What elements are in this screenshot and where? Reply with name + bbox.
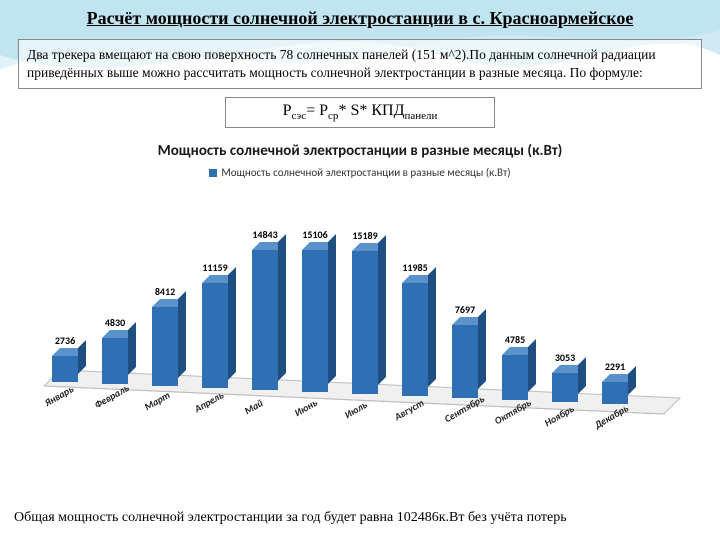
chart-title: Мощность солнечной электростанции в разн… <box>18 142 702 160</box>
bars-layer: 2736Январь4830Февраль8412Март11159Апрель… <box>30 187 690 427</box>
bar-value-label: 8412 <box>140 285 190 298</box>
category-label: Август <box>392 396 426 423</box>
category-label: Январь <box>42 382 76 409</box>
category-label: Май <box>242 396 265 417</box>
chart-bar: 4785 <box>502 355 528 400</box>
bar-value-label: 15189 <box>340 229 390 242</box>
bar-value-label: 11159 <box>190 261 240 274</box>
bar-value-label: 2736 <box>40 334 90 347</box>
bar-value-label: 3053 <box>540 351 590 364</box>
category-label: Апрель <box>192 388 226 415</box>
category-label: Февраль <box>92 381 131 411</box>
legend-label: Мощность солнечной электростанции в разн… <box>221 166 510 179</box>
chart-plot-area: 2736Январь4830Февраль8412Март11159Апрель… <box>30 187 690 427</box>
legend-swatch <box>209 169 217 177</box>
chart-bar: 7697 <box>452 325 478 397</box>
bar-value-label: 2291 <box>590 360 640 373</box>
formula-box: Pсэс= Pср* S* КПДпанели <box>225 97 495 127</box>
chart-bar: 11159 <box>202 283 228 388</box>
chart-bar: 4830 <box>102 338 128 383</box>
category-label: Октябрь <box>492 396 533 427</box>
category-label: Ноябрь <box>542 402 576 429</box>
chart-bar: 2736 <box>52 356 78 382</box>
page-title: Расчёт мощности солнечной электростанции… <box>18 8 702 29</box>
bar-value-label: 4830 <box>90 316 140 329</box>
chart-container: Мощность солнечной электростанции в разн… <box>18 142 702 452</box>
chart-bar: 15189 <box>352 251 378 393</box>
formula-text: Pсэс= Pср* S* КПДпанели <box>283 102 438 119</box>
chart-bar: 3053 <box>552 373 578 402</box>
bar-value-label: 11985 <box>390 261 440 274</box>
bar-value-label: 14843 <box>240 228 290 241</box>
chart-bar: 15106 <box>302 250 328 392</box>
chart-bar: 14843 <box>252 250 278 389</box>
intro-text-box: Два трекера вмещают на свою поверхность … <box>18 39 702 89</box>
chart-bar: 11985 <box>402 283 428 395</box>
bar-value-label: 4785 <box>490 333 540 346</box>
chart-legend: Мощность солнечной электростанции в разн… <box>18 166 702 179</box>
category-label: Март <box>142 388 172 413</box>
footer-summary: Общая мощность солнечной электростанции … <box>14 510 567 526</box>
bar-value-label: 15106 <box>290 228 340 241</box>
bar-value-label: 7697 <box>440 303 490 316</box>
category-label: Июль <box>342 398 369 421</box>
chart-bar: 8412 <box>152 307 178 386</box>
category-label: Июнь <box>292 395 320 418</box>
category-label: Декабрь <box>592 401 631 431</box>
